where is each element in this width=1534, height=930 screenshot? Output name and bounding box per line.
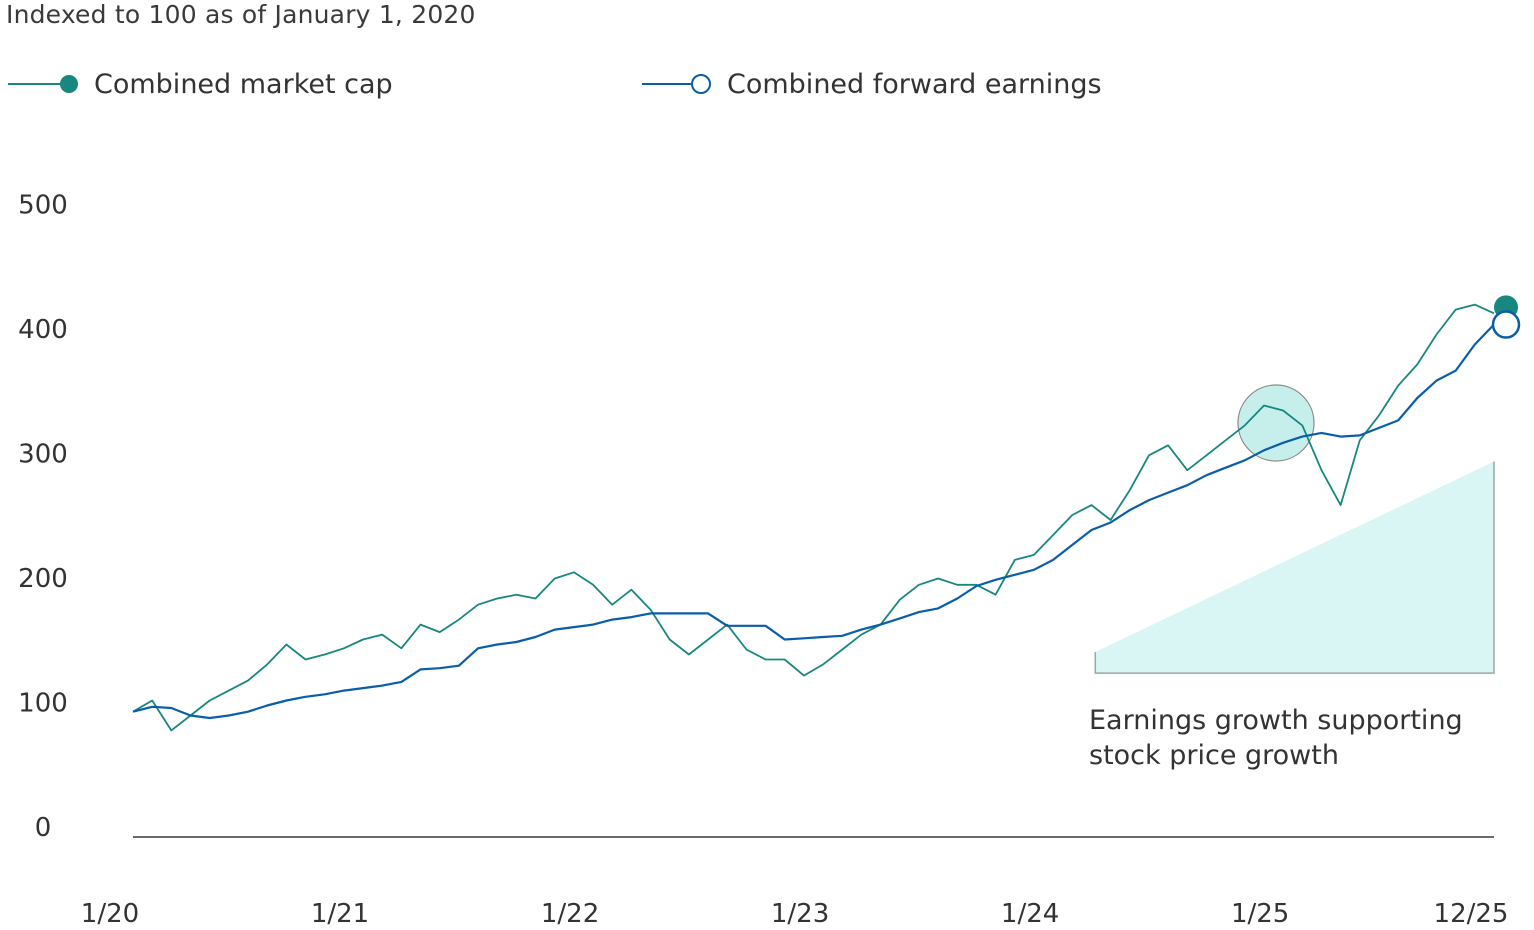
legend-item-forward-earnings: Combined forward earnings [641, 66, 1102, 102]
annotation-triangle-outline [1094, 461, 1495, 674]
legend-item-market-cap: Combined market cap [6, 66, 393, 102]
annotation-text: Earnings growth supporting [1089, 705, 1463, 736]
y-tick-label: 400 [18, 315, 68, 345]
open-circle-marker-icon [642, 74, 711, 94]
y-tick-label: 500 [18, 191, 68, 221]
forward-earnings-line [132, 323, 1495, 720]
legend-label: Combined market cap [94, 68, 393, 100]
x-tick-label: 1/25 [1231, 899, 1289, 929]
legend-label: Combined forward earnings [727, 68, 1102, 100]
y-tick-label: 300 [18, 440, 68, 470]
x-tick-label: 1/24 [1001, 899, 1059, 929]
annotation-triangle [1095, 461, 1494, 674]
filled-circle-marker-icon [8, 75, 78, 93]
chart-subtitle: Indexed to 100 as of January 1, 2020 [6, 0, 476, 29]
annotation-text: stock price growth [1089, 740, 1339, 771]
y-tick-label: 0 [35, 813, 52, 843]
x-tick-label: 1/21 [311, 899, 369, 929]
y-tick-label: 100 [18, 689, 68, 719]
x-tick-label: 12/25 [1434, 899, 1509, 929]
y-tick-label: 200 [18, 564, 68, 594]
x-tick-label: 1/20 [81, 899, 139, 929]
forward-earnings-end-marker [1491, 310, 1521, 339]
highlight-circle [1237, 384, 1315, 462]
x-tick-label: 1/23 [771, 899, 829, 929]
market-cap-line [132, 303, 1495, 732]
x-tick-label: 1/22 [541, 899, 599, 929]
